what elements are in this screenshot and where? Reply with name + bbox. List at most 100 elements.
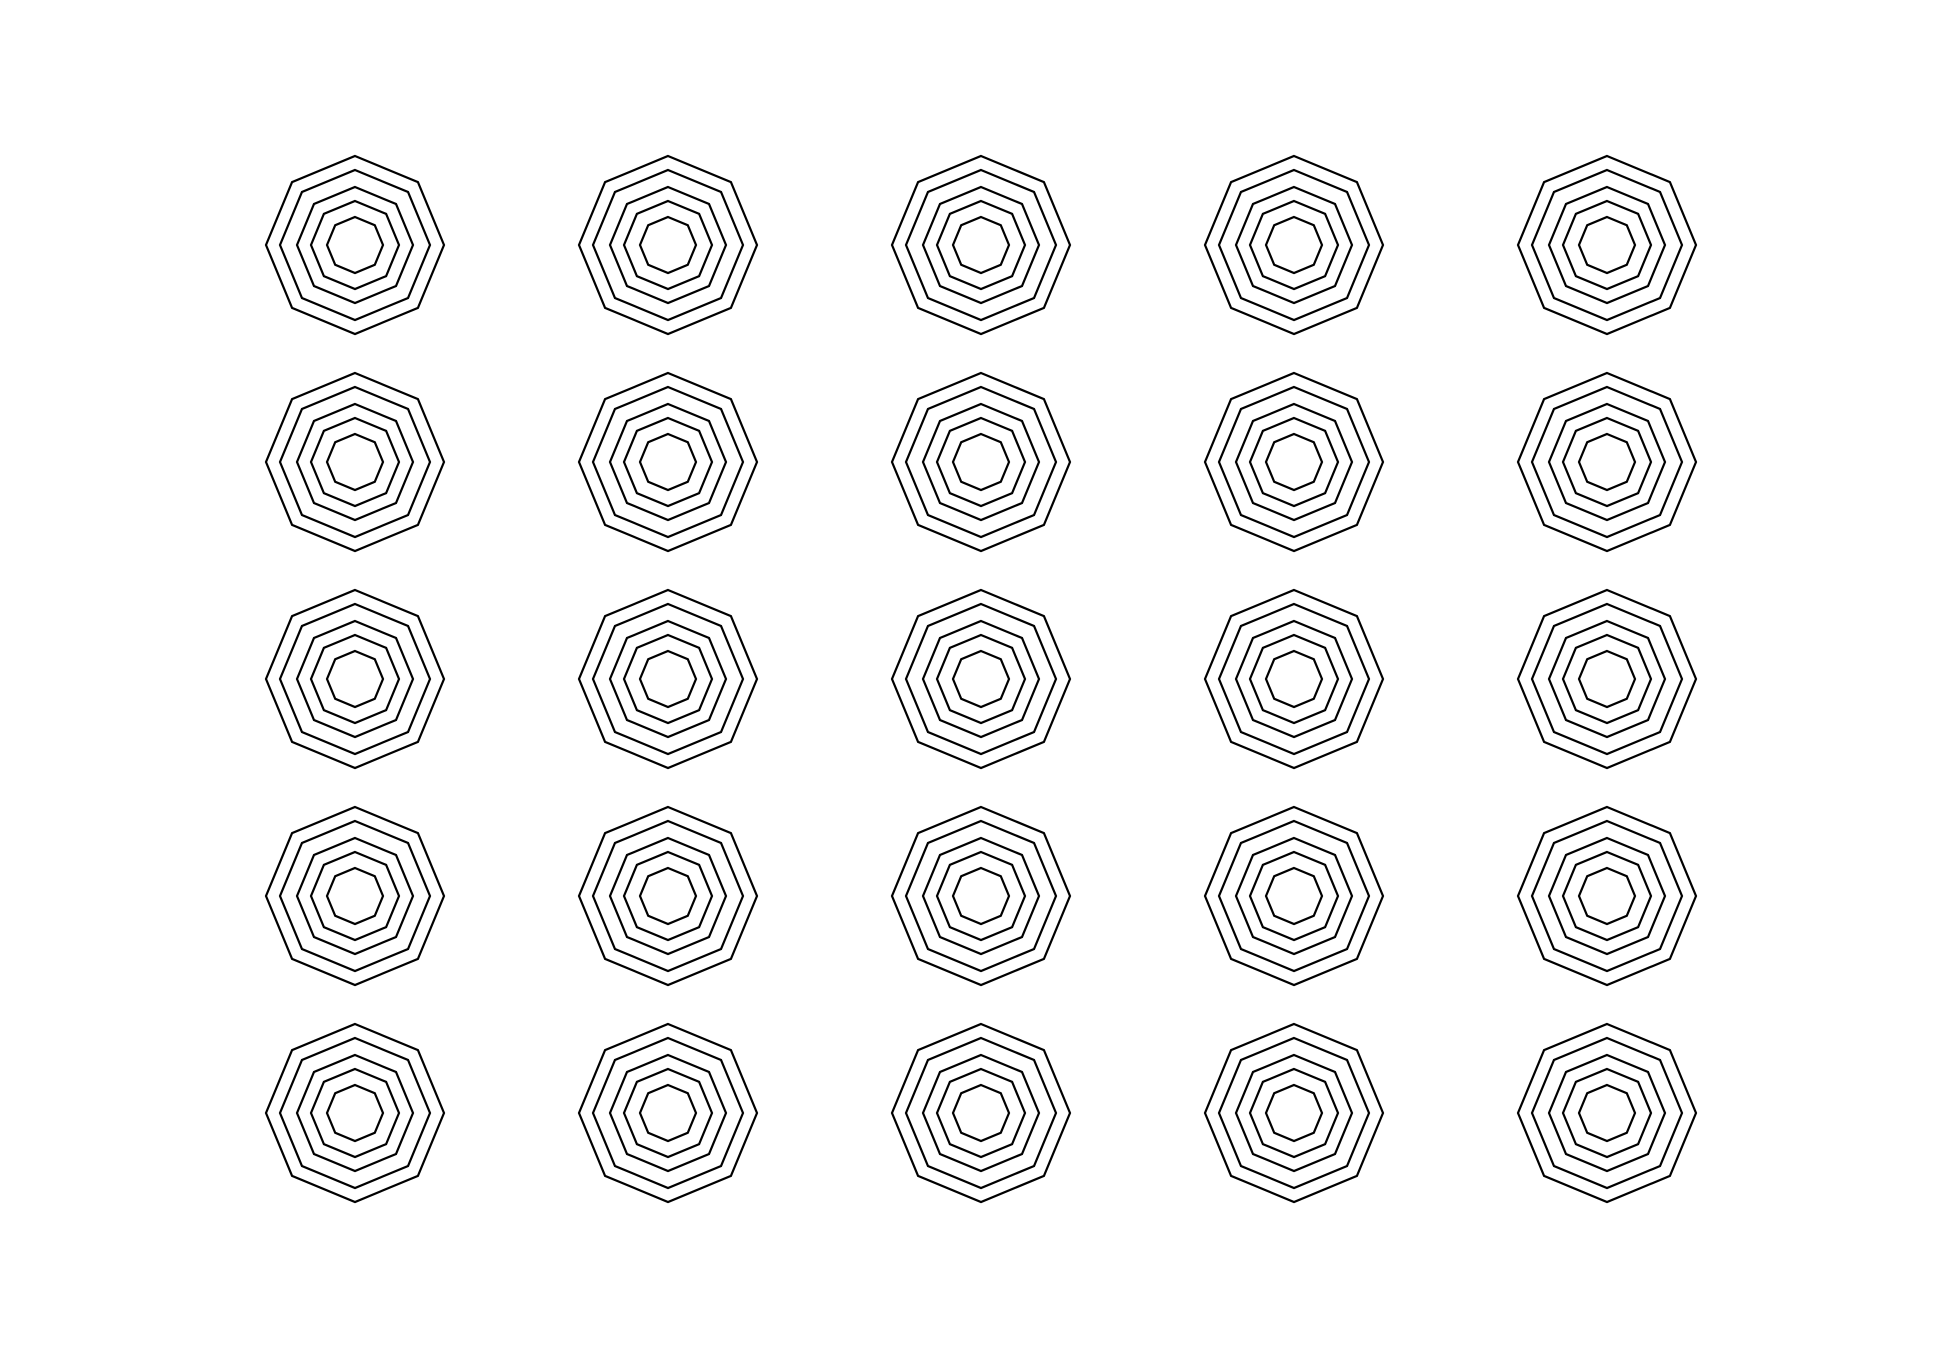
- octagon-ring: [622, 850, 714, 942]
- octagon-ring: [1248, 199, 1340, 291]
- concentric-octagon-motif: [1203, 588, 1385, 770]
- octagon-ring: [890, 371, 1072, 553]
- octagon-ring: [1248, 1067, 1340, 1159]
- concentric-octagon-motif: [264, 371, 446, 553]
- octagon-ring: [608, 619, 728, 739]
- octagon-ring: [1547, 185, 1667, 305]
- octagon-ring: [577, 805, 759, 987]
- octagon-ring: [935, 1067, 1027, 1159]
- octagon-ring: [1561, 850, 1653, 942]
- concentric-octagon-motif: [1516, 1022, 1698, 1204]
- octagon-ring: [638, 1083, 698, 1143]
- octagon-ring: [591, 819, 745, 973]
- octagon-ring: [904, 168, 1058, 322]
- octagon-ring: [1217, 385, 1371, 539]
- octagon-ring: [1217, 819, 1371, 973]
- octagon-ring: [1217, 602, 1371, 756]
- octagon-ring: [1217, 168, 1371, 322]
- octagon-ring: [264, 588, 446, 770]
- octagon-ring: [591, 385, 745, 539]
- octagon-ring: [1547, 1053, 1667, 1173]
- octagon-ring: [638, 649, 698, 709]
- octagon-ring: [591, 602, 745, 756]
- octagon-ring: [278, 385, 432, 539]
- octagon-ring: [622, 633, 714, 725]
- octagon-ring: [904, 1036, 1058, 1190]
- octagon-ring: [577, 154, 759, 336]
- octagon-grid: [264, 154, 1698, 1204]
- octagon-ring: [325, 215, 385, 275]
- octagon-ring: [904, 819, 1058, 973]
- octagon-ring: [951, 432, 1011, 492]
- octagon-ring: [264, 154, 446, 336]
- octagon-ring: [890, 154, 1072, 336]
- octagon-ring: [577, 371, 759, 553]
- octagon-ring: [1547, 619, 1667, 739]
- octagon-ring: [1530, 385, 1684, 539]
- octagon-ring: [935, 850, 1027, 942]
- octagon-ring: [1203, 371, 1385, 553]
- octagon-ring: [1264, 215, 1324, 275]
- octagon-ring: [608, 1053, 728, 1173]
- octagon-ring: [309, 416, 401, 508]
- octagon-ring: [951, 649, 1011, 709]
- octagon-ring: [890, 1022, 1072, 1204]
- octagon-ring: [1248, 633, 1340, 725]
- octagon-ring: [921, 402, 1041, 522]
- octagon-ring: [1203, 1022, 1385, 1204]
- octagon-ring: [921, 619, 1041, 739]
- octagon-ring: [904, 385, 1058, 539]
- octagon-ring: [608, 836, 728, 956]
- concentric-octagon-motif: [890, 371, 1072, 553]
- concentric-octagon-motif: [264, 1022, 446, 1204]
- octagon-ring: [1530, 819, 1684, 973]
- octagon-ring: [622, 199, 714, 291]
- concentric-octagon-motif: [577, 1022, 759, 1204]
- octagon-ring: [608, 185, 728, 305]
- octagon-ring: [264, 371, 446, 553]
- octagon-ring: [309, 633, 401, 725]
- concentric-octagon-motif: [890, 154, 1072, 336]
- octagon-ring: [1203, 588, 1385, 770]
- octagon-ring: [622, 416, 714, 508]
- octagon-ring: [1248, 850, 1340, 942]
- octagon-ring: [1264, 1083, 1324, 1143]
- octagon-ring: [1217, 1036, 1371, 1190]
- octagon-ring: [278, 819, 432, 973]
- octagon-ring: [1264, 866, 1324, 926]
- octagon-ring: [1234, 402, 1354, 522]
- octagon-ring: [1577, 649, 1637, 709]
- octagon-ring: [591, 168, 745, 322]
- concentric-octagon-motif: [577, 154, 759, 336]
- octagon-ring: [951, 866, 1011, 926]
- concentric-octagon-motif: [1203, 1022, 1385, 1204]
- octagon-ring: [1577, 432, 1637, 492]
- octagon-ring: [921, 836, 1041, 956]
- octagon-ring: [1561, 199, 1653, 291]
- octagon-ring: [591, 1036, 745, 1190]
- octagon-ring: [278, 1036, 432, 1190]
- concentric-octagon-motif: [1203, 371, 1385, 553]
- octagon-ring: [1530, 602, 1684, 756]
- octagon-ring: [1561, 416, 1653, 508]
- concentric-octagon-motif: [1516, 154, 1698, 336]
- octagon-ring: [295, 836, 415, 956]
- octagon-ring: [1547, 836, 1667, 956]
- concentric-octagon-motif: [264, 588, 446, 770]
- octagon-ring: [1516, 154, 1698, 336]
- octagon-ring: [935, 416, 1027, 508]
- octagon-ring: [921, 1053, 1041, 1173]
- octagon-ring: [309, 1067, 401, 1159]
- concentric-octagon-motif: [264, 805, 446, 987]
- octagon-ring: [1530, 168, 1684, 322]
- concentric-octagon-motif: [577, 371, 759, 553]
- octagon-ring: [264, 1022, 446, 1204]
- concentric-octagon-motif: [1203, 805, 1385, 987]
- octagon-ring: [1516, 1022, 1698, 1204]
- octagon-ring: [325, 649, 385, 709]
- concentric-octagon-motif: [1516, 805, 1698, 987]
- octagon-ring: [1203, 154, 1385, 336]
- concentric-octagon-motif: [1516, 588, 1698, 770]
- octagon-ring: [1516, 805, 1698, 987]
